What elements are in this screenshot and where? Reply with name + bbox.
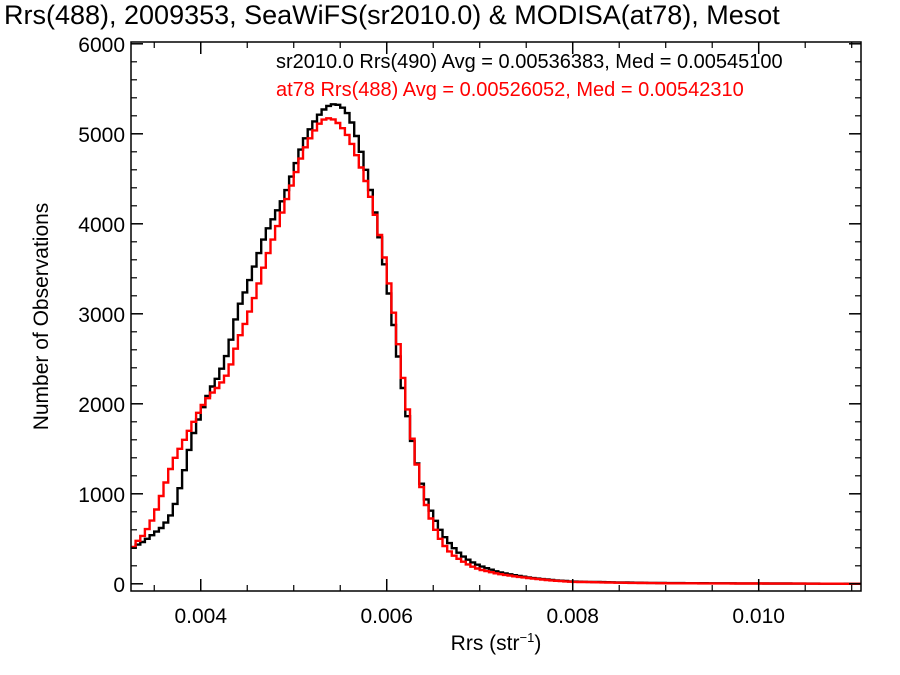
chart-title: Rrs(488), 2009353, SeaWiFS(sr2010.0) & M…: [4, 0, 780, 30]
y-tick-label: 5000: [78, 124, 125, 147]
legend-entry-sr2010: sr2010.0 Rrs(490) Avg = 0.00536383, Med …: [276, 51, 783, 73]
ticks-layer: [131, 42, 861, 591]
y-tick-label: 6000: [78, 34, 125, 57]
plot-frame: [130, 41, 862, 592]
series-line-sr2010: [131, 103, 861, 585]
y-axis-label: Number of Observations: [30, 203, 53, 431]
series-line-at78: [131, 117, 861, 585]
series-layer: [131, 103, 861, 585]
x-tick-label: 0.006: [360, 605, 413, 628]
x-axis-label-main: Rrs (str: [451, 632, 520, 655]
y-tick-label: 2000: [78, 394, 125, 417]
x-tick-label: 0.004: [174, 605, 227, 628]
x-axis-label-sup: −1: [520, 630, 535, 645]
y-tick-label: 1000: [78, 484, 125, 507]
y-tick-label: 0: [113, 574, 125, 597]
y-tick-label: 4000: [78, 214, 125, 237]
tick-labels-layer: 0.004 0.006 0.008 0.010 0 1000 2000 3000 4000 500…: [78, 34, 785, 628]
x-tick-label: 0.008: [546, 605, 599, 628]
x-tick-label: 0.010: [732, 605, 785, 628]
legend: sr2010.0 Rrs(490) Avg = 0.00536383, Med …: [276, 51, 783, 101]
x-axis-label: Rrs (str−1): [451, 630, 542, 655]
y-tick-label: 3000: [78, 304, 125, 327]
x-axis-label-end: ): [534, 632, 541, 655]
legend-entry-at78: at78 Rrs(488) Avg = 0.00526052, Med = 0.…: [276, 79, 744, 101]
